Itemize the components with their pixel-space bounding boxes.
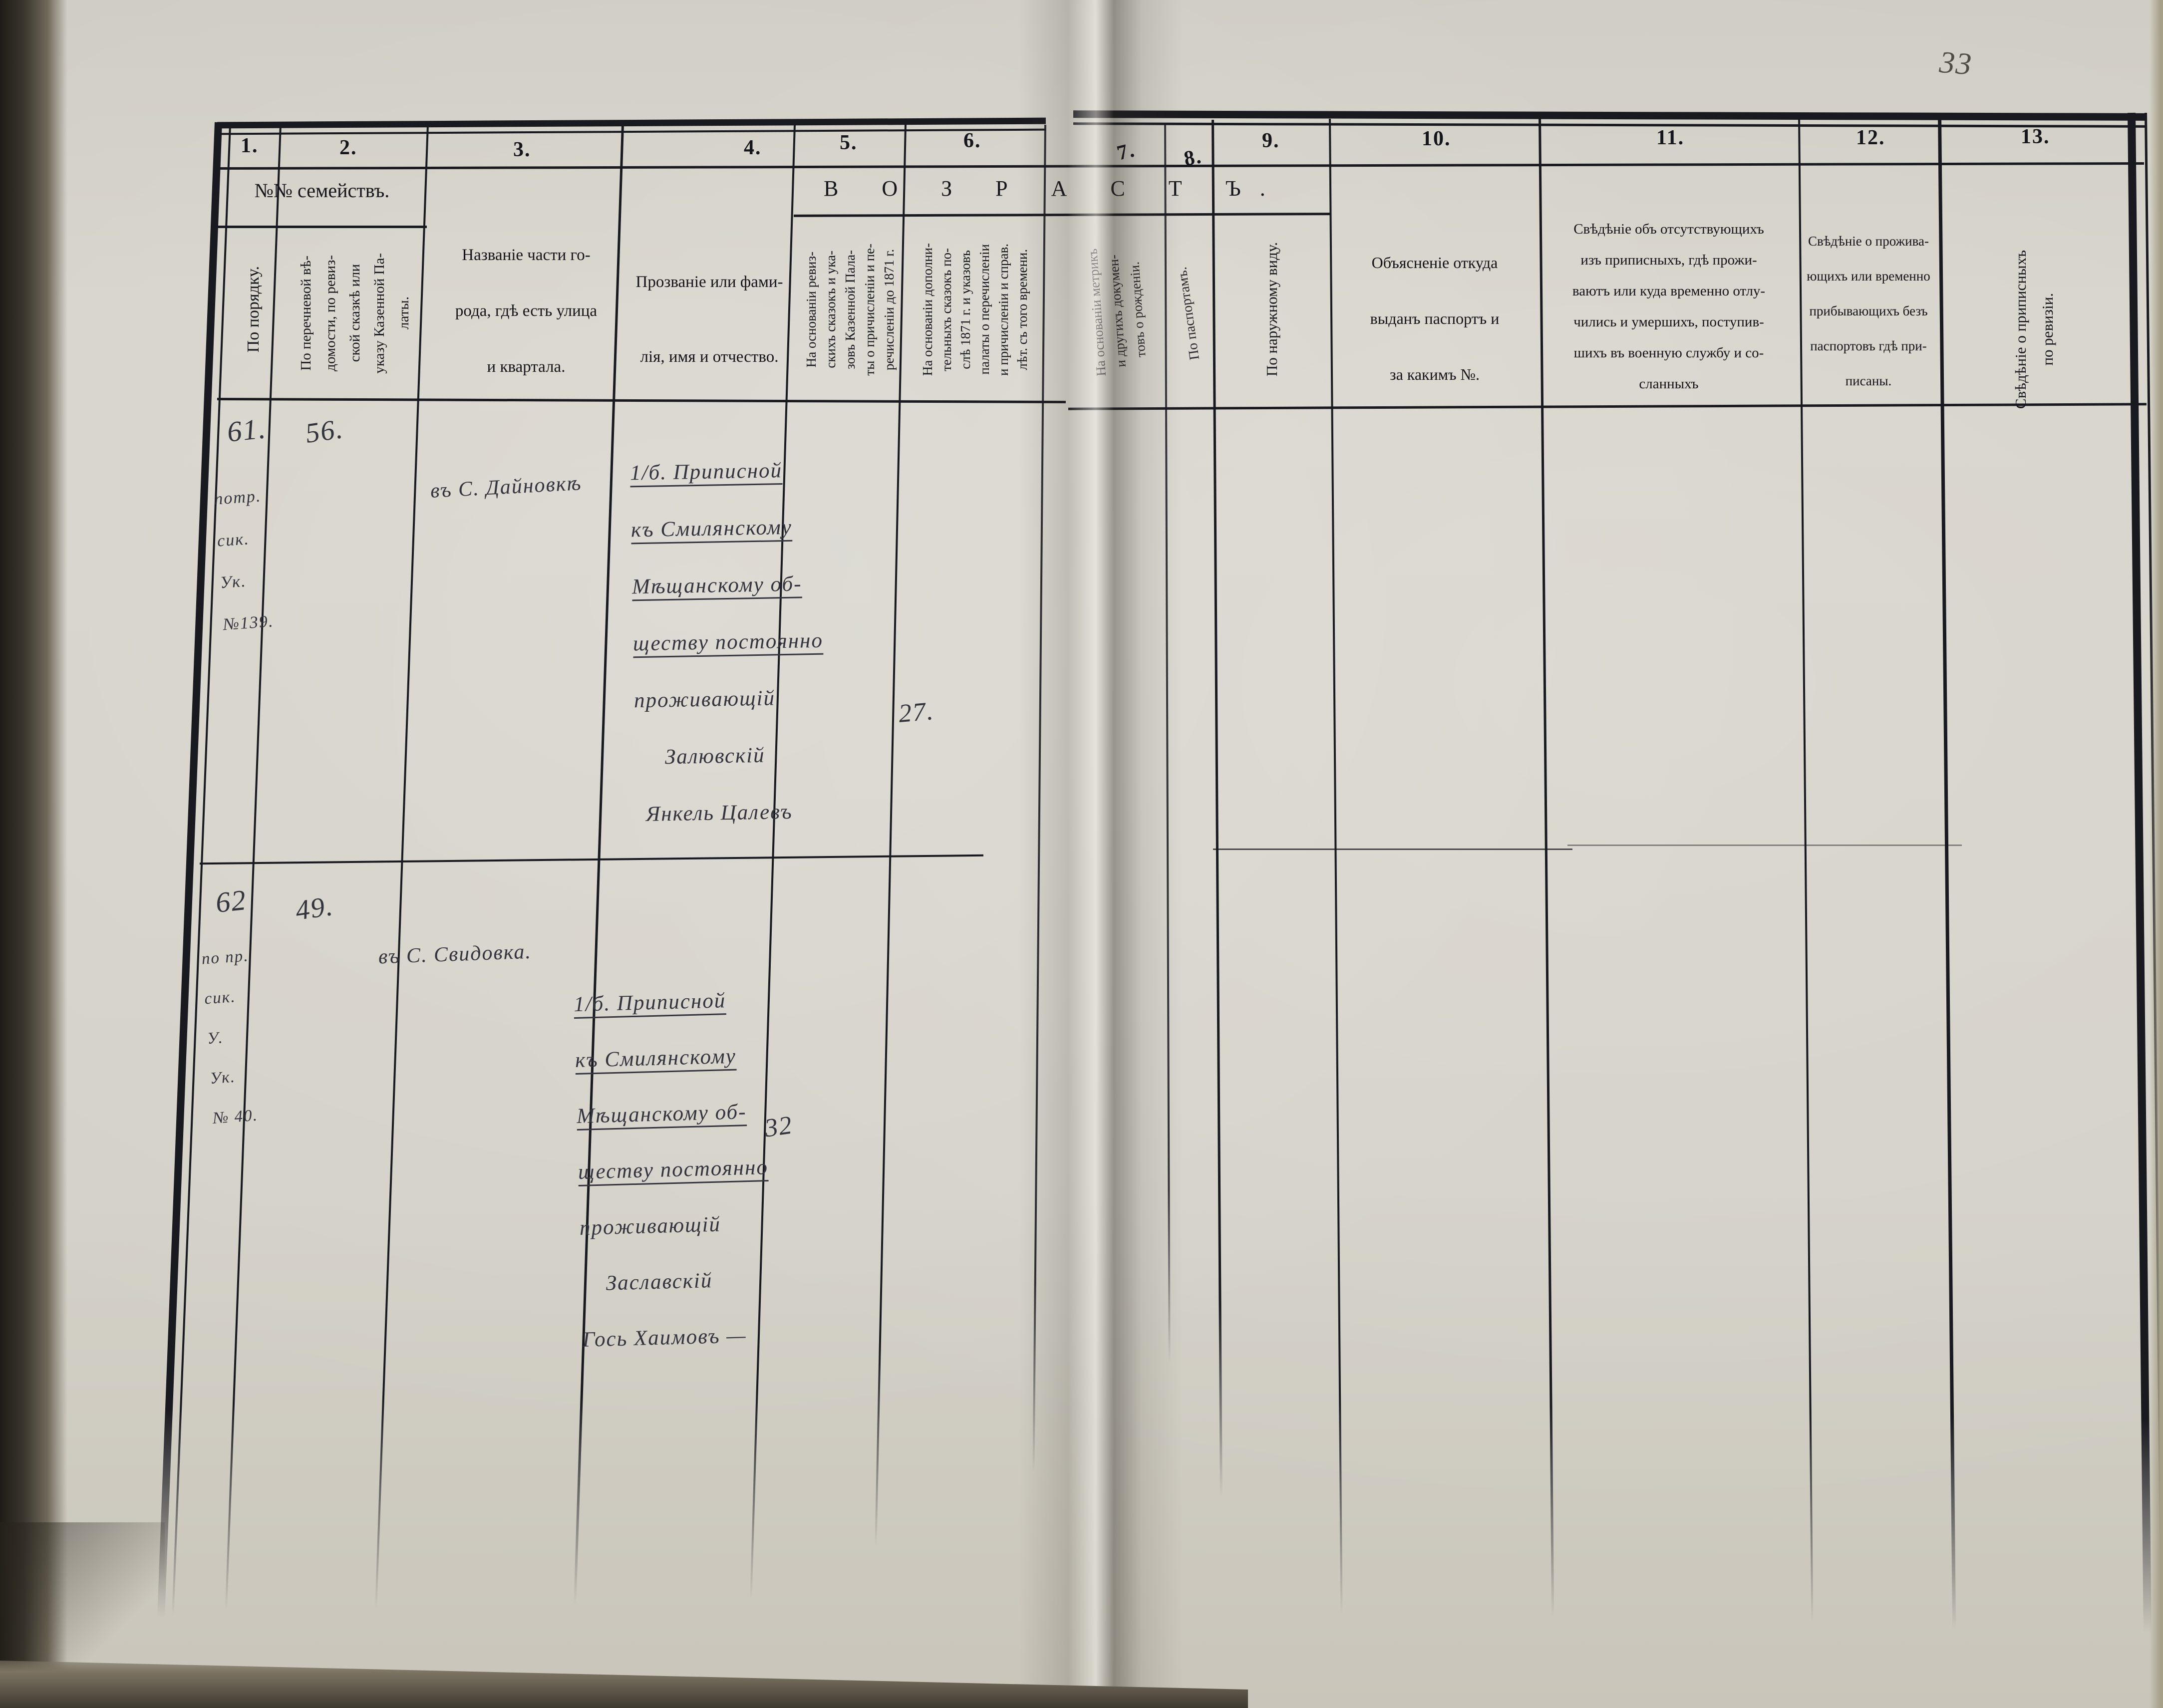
page-stack-edge-left <box>0 0 67 1708</box>
header-col11-line: чились и умершихъ, поступив- <box>1573 314 1764 330</box>
header-col3: Названіе части го- рода, гдѣ есть улица … <box>433 227 619 395</box>
column-number-4: 4. <box>744 136 762 159</box>
header-families-group: №№ семействъ. <box>254 179 390 202</box>
header-col3-line: и квартала. <box>487 358 566 376</box>
column-number-1: 1. <box>241 134 259 157</box>
row-61-entry-line: Янкель Цалевъ <box>645 800 793 826</box>
row-61-family-number: 56. <box>304 413 345 449</box>
header-col13-line: по ревизіи. <box>2039 293 2056 366</box>
header-col4-line: лія, имя и отчество. <box>640 348 779 366</box>
header-col11-line: шихъ въ военную службу и со- <box>1573 345 1764 361</box>
row-61-entry-line: Залювскій <box>664 743 765 769</box>
header-col12-line: ющихъ или временно <box>1807 269 1930 284</box>
row-61-age: 27. <box>897 697 935 728</box>
header-col11: Свѣдѣніе объ отсутствующихъ изъ приписны… <box>1544 214 1794 399</box>
header-col11-line: сланныхъ <box>1639 376 1699 392</box>
row-62-order-number: 62 <box>214 883 249 919</box>
header-col9-text: По наружному виду. <box>1263 242 1280 377</box>
row-62-age: 32 <box>763 1111 795 1143</box>
header-col6-line: слѣ 1871 г. и указовъ <box>957 250 973 369</box>
header-col6-line: тельныхъ сказокъ по- <box>938 248 954 371</box>
row-62-note-line: Ук. <box>209 1068 236 1088</box>
header-col5-line: речисленіи до 1871 г. <box>881 249 897 370</box>
row-62-entry-line: къ Смилянскому <box>575 1044 737 1073</box>
book-fold-shadow <box>1018 0 1183 1708</box>
header-col13-line: Свѣдѣніе о приписныхъ <box>2012 250 2029 409</box>
row-61-entry-line: 1/б. Приписной <box>629 459 783 485</box>
row-61-note-line: потр. <box>214 487 262 509</box>
column-number-6: 6. <box>963 129 981 152</box>
row-61-note-line: сик. <box>216 530 250 551</box>
header-col3-line: Названіе части го- <box>462 246 591 264</box>
column-number-10: 10. <box>1422 127 1451 150</box>
header-col10-line: за какимъ №. <box>1389 365 1480 383</box>
header-col2-line: домости, по ревиз- <box>322 255 338 371</box>
header-col2-line: По перечневой вѣ- <box>298 256 314 371</box>
header-col4-line: Прозваніе или фами- <box>635 273 783 291</box>
row-62-entry: 1/б. Приписной къ Смилянскому Мѣщанскому… <box>573 972 773 1368</box>
row-62-note-line: № 40. <box>212 1106 259 1128</box>
row-62-note-line: по пр. <box>201 947 250 968</box>
row-62-entry-line: Гось Хаимовъ — <box>582 1324 747 1352</box>
header-col12-line: писаны. <box>1845 373 1892 388</box>
page-edge-right <box>2150 0 2163 1708</box>
header-col5-line: На основаніи ревиз- <box>803 251 819 368</box>
header-col12: Свѣдѣніе о прожива- ющихъ или временно п… <box>1802 224 1935 398</box>
header-col6-line: и причисленіи и справ. <box>995 243 1011 376</box>
row-62-note-line: сик. <box>204 988 237 1008</box>
column-number-2: 2. <box>339 136 357 159</box>
row-62-note-line: У. <box>206 1029 224 1048</box>
row-61-note-line: Ук. <box>219 571 247 592</box>
row-61-entry-line: проживающій <box>633 686 776 713</box>
row-61-entry-line: Мѣщанскому об- <box>631 572 802 599</box>
header-col6-line: палаты о перечисленіи <box>976 244 992 375</box>
header-col11-line: ваютъ или куда временно отлу- <box>1572 283 1766 299</box>
header-col2-line: ской сказкѣ или <box>346 264 363 362</box>
row-62-family-number: 49. <box>294 890 335 926</box>
rule-row-separator-right-2 <box>1567 845 1962 846</box>
header-col10-line: выданъ паспортъ и <box>1370 309 1500 327</box>
header-col1: По порядку. <box>227 225 280 394</box>
rule-under-families <box>217 226 427 228</box>
header-col10-line: Объясненіе откуда <box>1371 254 1498 272</box>
column-number-5: 5. <box>840 131 858 154</box>
column-number-13: 13. <box>2021 125 2050 148</box>
column-number-3: 3. <box>513 138 531 161</box>
header-col11-line: изъ приписныхъ, гдѣ прожи- <box>1580 252 1757 268</box>
column-number-11: 11. <box>1656 126 1685 149</box>
header-col5-line: скихъ сказокъ и ука- <box>823 251 838 368</box>
row-62-entry-line: проживающій <box>579 1212 721 1240</box>
row-61-entry-line: ществу постоянно <box>632 628 824 656</box>
row-62-entry-line: Заславскій <box>606 1269 713 1295</box>
header-col10: Объясненіе откуда выданъ паспортъ и за к… <box>1337 235 1533 402</box>
rule-row-separator-right-1 <box>1213 849 1572 850</box>
header-col3-line: рода, гдѣ есть улица <box>455 302 598 320</box>
row-62-entry-line: ществу постоянно <box>578 1155 769 1184</box>
header-col12-line: Свѣдѣніе о прожива- <box>1808 234 1929 249</box>
row-61-note-line: №139. <box>222 612 275 634</box>
header-col2: По перечневой вѣ- домости, по ревиз- ско… <box>286 227 424 399</box>
row-61-entry: 1/б. Приписной къ Смилянскому Мѣщанскому… <box>629 442 827 844</box>
page-number: 33 <box>1938 45 1974 82</box>
header-col5-line: зовъ Казенной Пала- <box>842 250 858 369</box>
header-col2-line: указу Казенной Па- <box>371 253 387 374</box>
row-61-entry-line: къ Смилянскому <box>630 515 793 542</box>
header-col1-text: По порядку. <box>244 266 263 353</box>
header-col12-line: паспортовъ гдѣ при- <box>1810 338 1927 353</box>
row-62-entry-line: Мѣщанскому об- <box>576 1100 747 1129</box>
header-col6-line: На основаніи дополни- <box>920 243 935 376</box>
header-col12-line: прибывающихъ безъ <box>1809 303 1928 318</box>
header-col13: Свѣдѣніе о приписныхъ по ревизіи. <box>1944 185 2124 474</box>
row-61-order-number: 61. <box>225 412 268 448</box>
header-col11-line: Свѣдѣніе объ отсутствующихъ <box>1573 221 1764 237</box>
header-col2-line: латы. <box>395 296 412 330</box>
column-number-12: 12. <box>1856 126 1885 149</box>
row-62-entry-line: 1/б. Приписной <box>573 989 726 1017</box>
header-col9: По наружному виду. <box>1217 215 1327 404</box>
header-col5-line: ты о причисленіи и пе- <box>862 243 877 376</box>
header-col4: Прозваніе или фами- лія, имя и отчество. <box>627 245 792 394</box>
header-col5: На основаніи ревиз- скихъ сказокъ и ука-… <box>798 221 903 398</box>
column-number-9: 9. <box>1262 129 1280 152</box>
